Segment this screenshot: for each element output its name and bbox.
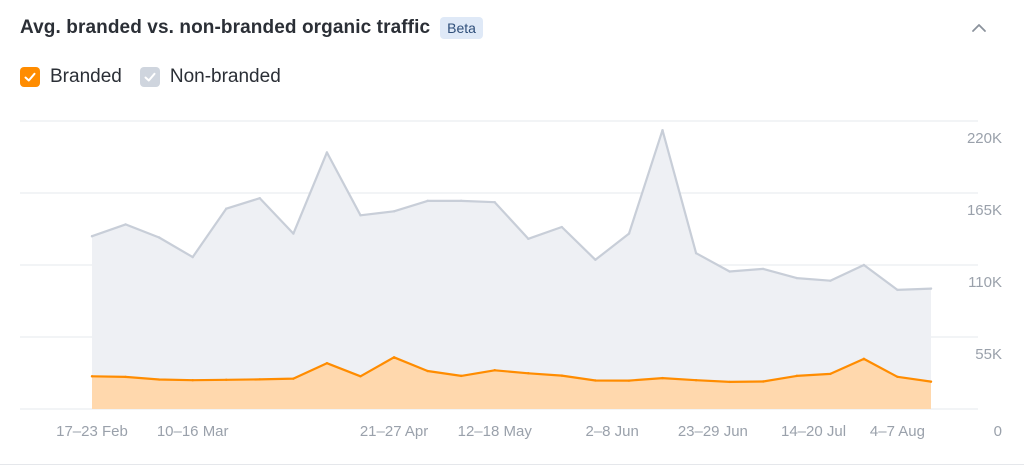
branded-point — [90, 375, 94, 378]
non-branded-point — [459, 199, 463, 203]
non-branded-point — [762, 267, 765, 271]
branded-line — [90, 356, 933, 383]
x-tick-label: 12–18 May — [458, 423, 533, 440]
branded-point — [292, 377, 295, 380]
branded-point — [728, 380, 731, 384]
non-branded-point — [627, 232, 631, 235]
non-branded-point — [560, 225, 564, 229]
branded-point — [493, 369, 496, 372]
non-branded-point — [426, 199, 429, 203]
non-branded-point — [896, 288, 899, 292]
non-branded-point — [594, 258, 597, 261]
non-branded-point — [795, 276, 798, 280]
branded-point — [325, 361, 329, 365]
branded-point — [258, 378, 261, 381]
non-branded-point — [124, 223, 127, 226]
x-tick-label: 2–8 Jun — [585, 423, 638, 440]
branded-point — [694, 379, 698, 382]
branded-point — [560, 374, 564, 377]
legend-label-non-branded: Non-branded — [169, 66, 281, 87]
beta-badge: Beta — [440, 17, 483, 39]
non-branded-area — [92, 130, 931, 409]
y-tick-label: 55K — [975, 346, 1002, 363]
traffic-area-chart: 0 55K 110K 165K 220K 17–23 Feb 10–16 Mar 21–27 … — [20, 120, 1002, 440]
non-branded-point — [225, 207, 228, 210]
non-branded-point — [527, 237, 530, 241]
branded-point — [762, 380, 765, 383]
legend-item-non-branded[interactable]: Non-branded — [139, 66, 281, 88]
non-branded-point — [392, 210, 396, 213]
non-branded-point — [694, 252, 698, 255]
branded-point — [359, 375, 362, 378]
y-tick-label: 165K — [967, 202, 1002, 219]
branded-point — [862, 357, 866, 361]
branded-point — [527, 372, 530, 375]
branded-point — [426, 369, 429, 373]
check-icon — [144, 72, 156, 82]
legend-label-branded: Branded — [50, 66, 122, 87]
branded-point — [661, 376, 664, 380]
non-branded-point — [191, 255, 194, 259]
chart-area: 0 55K 110K 165K 220K 17–23 Feb 10–16 Mar 21–27 … — [0, 105, 1024, 455]
branded-point — [459, 374, 463, 378]
branded-point — [157, 378, 161, 381]
branded-point — [191, 379, 194, 382]
non-branded-point — [258, 197, 261, 200]
non-branded-point — [359, 214, 362, 217]
x-tick-label: 14–20 Jul — [781, 423, 846, 440]
non-branded-point — [862, 263, 866, 267]
branded-area — [92, 357, 931, 409]
y-tick-label: 220K — [967, 130, 1002, 147]
legend-item-branded[interactable]: Branded — [20, 66, 122, 88]
non-branded-point — [728, 270, 731, 273]
branded-point — [124, 375, 127, 379]
branded-point — [594, 379, 597, 382]
check-icon — [24, 72, 36, 82]
x-tick-label: 21–27 Apr — [360, 423, 428, 440]
branded-point — [795, 374, 798, 378]
branded-point — [225, 378, 228, 382]
y-tick-label: 0 — [994, 423, 1002, 440]
non-branded-point — [157, 236, 161, 239]
x-tick-label: 17–23 Feb — [56, 423, 128, 440]
non-branded-point — [325, 151, 329, 154]
non-branded-point — [661, 128, 664, 132]
non-branded-point — [90, 235, 94, 238]
x-tick-label: 4–7 Aug — [870, 423, 925, 440]
non-branded-line — [90, 129, 933, 291]
chart-title: Avg. branded vs. non-branded organic tra… — [20, 17, 431, 38]
non-branded-point — [829, 279, 832, 282]
non-branded-point — [292, 232, 295, 235]
card-header: Avg. branded vs. non-branded organic tra… — [20, 14, 1004, 42]
x-tick-label: 10–16 Mar — [157, 423, 229, 440]
x-tick-label: 23–29 Jun — [678, 423, 748, 440]
branded-point — [829, 372, 832, 376]
chart-legend: Branded Non-branded — [20, 66, 281, 88]
branded-point — [896, 375, 899, 378]
non-branded-point — [929, 287, 933, 290]
branded-point — [627, 379, 631, 382]
branded-point — [392, 356, 396, 359]
y-tick-label: 110K — [968, 274, 1002, 291]
non-branded-checkbox[interactable] — [139, 67, 160, 87]
branded-checkbox[interactable] — [20, 67, 40, 87]
chevron-up-icon[interactable] — [970, 19, 988, 37]
branded-point — [929, 380, 933, 383]
non-branded-point — [493, 200, 496, 204]
